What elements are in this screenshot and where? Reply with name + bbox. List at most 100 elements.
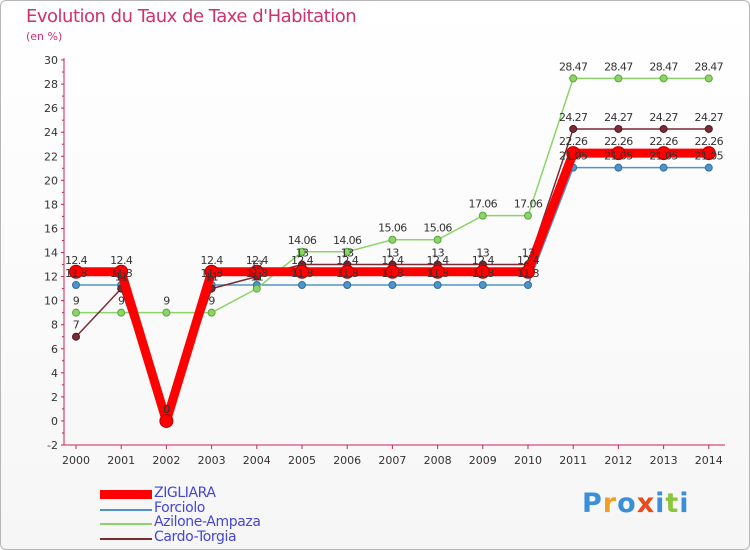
data-label-azilone-ampaza: 14.06 <box>288 234 317 247</box>
data-point-cardo-torgia <box>614 124 623 133</box>
data-point-zigliara <box>204 264 219 279</box>
data-point-cardo-torgia <box>72 332 80 341</box>
data-point-forciolo <box>614 163 623 172</box>
legend-label-cardo-torgia: Cardo-Torgia <box>154 528 237 545</box>
y-tick-label: 4 <box>51 367 58 380</box>
data-label-zigliara: 12.4 <box>201 254 224 267</box>
legend-label-azilone-ampaza: Azilone-Ampaza <box>154 514 261 530</box>
data-point-azilone-ampaza <box>569 74 578 83</box>
data-label-azilone-ampaza: 15.06 <box>378 222 407 235</box>
data-label-forciolo: 0 <box>163 403 170 416</box>
data-point-zigliara <box>521 264 535 279</box>
legend-swatch-cardo-torgia <box>100 537 152 540</box>
x-tick-label: 2003 <box>198 454 226 467</box>
data-label-forciolo: 11.3 <box>201 267 224 280</box>
data-point-forciolo <box>388 280 397 289</box>
series-line-forciolo <box>76 166 709 422</box>
data-point-azilone-ampaza <box>524 211 532 220</box>
data-label-forciolo: 21.05 <box>695 150 724 163</box>
data-point-forciolo <box>433 280 442 289</box>
data-label-cardo-torgia: 13 <box>386 247 399 260</box>
data-label-forciolo: 11.3 <box>65 267 88 280</box>
data-label-cardo-torgia: 13 <box>296 247 309 260</box>
data-point-forciolo <box>704 163 713 172</box>
data-label-azilone-ampaza: 28.47 <box>604 60 633 73</box>
data-label-zigliara: 12.4 <box>291 254 314 267</box>
data-label-cardo-torgia: 7 <box>73 319 80 332</box>
data-label-forciolo: 11.3 <box>517 267 540 280</box>
data-label-cardo-torgia: 11 <box>115 271 128 284</box>
x-tick-label: 2010 <box>514 454 542 467</box>
data-label-zigliara: 0 <box>163 403 170 416</box>
x-tick-label: 2001 <box>107 454 135 467</box>
data-label-azilone-ampaza: 28.47 <box>559 60 588 73</box>
y-tick-label: 26 <box>44 102 58 115</box>
data-point-zigliara <box>69 264 83 279</box>
legend-swatch-azilone-ampaza <box>100 523 152 525</box>
data-point-forciolo <box>524 280 532 289</box>
legend-label-zigliara: ZIGLIARA <box>154 485 216 501</box>
data-label-zigliara: 12.4 <box>65 254 88 267</box>
data-point-zigliara <box>114 264 129 279</box>
y-tick-label: 22 <box>44 150 58 163</box>
data-label-zigliara: 12.4 <box>336 254 359 267</box>
data-point-cardo-torgia <box>704 124 713 133</box>
logo-letter: i <box>655 488 666 519</box>
data-point-forciolo <box>659 163 668 172</box>
data-point-zigliara <box>566 146 581 161</box>
data-label-zigliara: 12.4 <box>517 254 540 267</box>
data-point-forciolo <box>72 280 80 289</box>
y-tick-label: 24 <box>44 126 58 139</box>
data-label-forciolo: 11.3 <box>381 267 404 280</box>
data-label-azilone-ampaza: 28.47 <box>695 60 724 73</box>
data-label-zigliara: 12.4 <box>381 254 404 267</box>
x-tick-label: 2006 <box>333 454 361 467</box>
y-tick-label: 18 <box>44 198 58 211</box>
data-label-forciolo: 11.3 <box>472 267 495 280</box>
data-label-zigliara: 22.26 <box>604 135 633 148</box>
data-point-azilone-ampaza <box>72 308 80 317</box>
data-label-cardo-torgia: 12 <box>250 259 263 272</box>
y-tick-label: 28 <box>44 78 58 91</box>
y-tick-label: 8 <box>51 319 58 332</box>
data-point-cardo-torgia <box>569 124 578 133</box>
chart-title: Evolution du Taux de Taxe d'Habitation <box>26 6 357 27</box>
y-tick-label: 30 <box>44 54 58 67</box>
data-label-azilone-ampaza: 17.06 <box>514 198 543 211</box>
data-label-azilone-ampaza: 28.47 <box>649 60 678 73</box>
data-label-azilone-ampaza: 9 <box>118 295 125 308</box>
legend-label-forciolo: Forciolo <box>154 499 205 516</box>
data-label-zigliara: 12.4 <box>246 254 269 267</box>
data-label-forciolo: 11.3 <box>336 267 359 280</box>
data-label-forciolo: 11.3 <box>110 267 133 280</box>
x-tick-label: 2002 <box>152 454 180 467</box>
data-label-forciolo: 11.3 <box>427 267 450 280</box>
data-point-zigliara <box>430 264 445 279</box>
y-tick-label: 20 <box>44 174 58 187</box>
data-label-zigliara: 12.4 <box>472 254 495 267</box>
x-tick-label: 2007 <box>378 454 406 467</box>
logo-letter: o <box>617 488 637 519</box>
y-tick-label: 0 <box>51 415 58 428</box>
data-point-azilone-ampaza <box>252 284 261 293</box>
data-point-azilone-ampaza <box>478 211 487 220</box>
data-label-cardo-torgia: 0 <box>163 403 170 416</box>
data-label-azilone-ampaza: 11 <box>250 271 263 284</box>
data-point-cardo-torgia <box>659 124 668 133</box>
data-point-azilone-ampaza <box>207 308 216 317</box>
data-point-zigliara <box>656 146 671 161</box>
data-point-forciolo <box>343 280 352 289</box>
x-tick-label: 2014 <box>695 454 723 467</box>
data-label-azilone-ampaza: 9 <box>73 295 80 308</box>
x-tick-label: 2012 <box>604 454 632 467</box>
y-tick-label: 16 <box>44 222 58 235</box>
proxiti-logo: Proxiti <box>582 488 690 519</box>
data-label-forciolo: 21.05 <box>649 150 678 163</box>
data-label-forciolo: 21.05 <box>604 150 633 163</box>
data-point-azilone-ampaza <box>704 74 713 83</box>
y-tick-label: 2 <box>51 391 58 404</box>
data-point-azilone-ampaza <box>433 235 442 244</box>
data-label-zigliara: 12.4 <box>427 254 450 267</box>
data-label-azilone-ampaza: 14.06 <box>333 234 362 247</box>
